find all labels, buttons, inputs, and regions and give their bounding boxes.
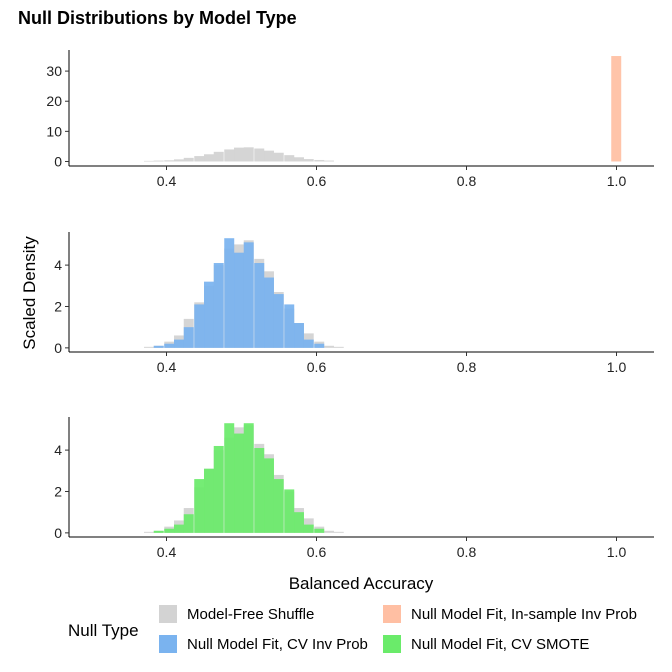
legend-label-insample-inv-prob: Null Model Fit, In-sample Inv Prob — [411, 605, 637, 623]
bar-null-model-fit-cv-smote — [264, 458, 274, 533]
legend-item-cv-inv-prob: Null Model Fit, CV Inv Prob — [159, 633, 368, 655]
bar-null-model-fit-cv-inv-prob — [194, 304, 205, 348]
y-tick-label: 10 — [46, 123, 62, 139]
x-tick-label: 0.8 — [457, 173, 477, 189]
x-tick-label: 0.6 — [307, 544, 327, 560]
y-tick-label: 30 — [46, 63, 62, 79]
legend-swatch-cv-inv-prob — [159, 635, 177, 653]
bar-model-free-shuffle — [194, 156, 205, 162]
y-tick-label: 20 — [46, 93, 62, 109]
bar-model-free-shuffle — [333, 531, 344, 533]
x-tick-label: 0.8 — [457, 359, 477, 375]
legend-label-model-free-shuffle: Model-Free Shuffle — [187, 605, 315, 623]
x-tick-label: 1.0 — [607, 544, 627, 560]
bar-null-model-fit-cv-smote — [213, 445, 224, 533]
bar-model-free-shuffle — [284, 155, 295, 162]
legend-swatch-model-free-shuffle — [159, 605, 177, 623]
bar-model-free-shuffle — [333, 346, 344, 348]
bar-model-free-shuffle — [254, 148, 265, 162]
bar-model-free-shuffle — [144, 160, 154, 162]
bar-null-model-fit-cv-smote — [234, 433, 244, 533]
bar-null-model-fit-cv-smote — [284, 489, 295, 533]
bar-model-free-shuffle — [204, 154, 214, 162]
bar-model-free-shuffle — [153, 160, 164, 162]
bar-null-model-fit-in-sample-inv-prob — [611, 56, 622, 162]
bar-null-model-fit-cv-inv-prob — [213, 263, 224, 348]
bar-null-model-fit-cv-smote — [174, 524, 184, 533]
legend-swatch-insample-inv-prob — [383, 605, 401, 623]
bar-null-model-fit-cv-inv-prob — [183, 327, 194, 348]
bar-model-free-shuffle — [224, 149, 235, 162]
bar-null-model-fit-cv-inv-prob — [164, 343, 175, 348]
legend-item-model-free-shuffle: Model-Free Shuffle — [159, 603, 314, 625]
bar-null-model-fit-cv-smote — [153, 530, 164, 533]
x-tick-label: 0.4 — [157, 359, 177, 375]
bar-model-free-shuffle — [234, 147, 244, 162]
bar-model-free-shuffle — [324, 530, 334, 533]
x-tick-label: 0.4 — [157, 173, 177, 189]
bar-null-model-fit-cv-smote — [204, 468, 214, 533]
y-tick-label: 2 — [54, 483, 62, 499]
bar-null-model-fit-cv-inv-prob — [224, 238, 235, 348]
bar-null-model-fit-cv-smote — [254, 448, 265, 533]
y-tick-label: 4 — [54, 257, 62, 273]
bar-null-model-fit-cv-inv-prob — [153, 345, 164, 348]
bar-null-model-fit-cv-inv-prob — [254, 263, 265, 348]
bar-null-model-fit-cv-smote — [294, 512, 304, 533]
bar-null-model-fit-cv-smote — [314, 528, 325, 533]
y-tick-label: 0 — [54, 340, 62, 356]
bar-null-model-fit-cv-smote — [194, 479, 205, 533]
legend-item-insample-inv-prob: Null Model Fit, In-sample Inv Prob — [383, 603, 637, 625]
legend-label-cv-smote: Null Model Fit, CV SMOTE — [411, 635, 590, 653]
bar-model-free-shuffle — [144, 346, 154, 348]
bar-model-free-shuffle — [294, 157, 304, 162]
chart-title: Null Distributions by Model Type — [18, 8, 297, 28]
bar-model-free-shuffle — [303, 159, 314, 162]
bar-null-model-fit-cv-smote — [224, 423, 235, 533]
bar-null-model-fit-cv-smote — [273, 479, 284, 533]
bar-model-free-shuffle — [144, 531, 154, 533]
bar-null-model-fit-cv-smote — [303, 524, 314, 533]
bar-null-model-fit-cv-smote — [183, 514, 194, 533]
bar-null-model-fit-cv-inv-prob — [303, 339, 314, 348]
x-tick-label: 0.6 — [307, 359, 327, 375]
bar-null-model-fit-cv-inv-prob — [264, 277, 274, 348]
bar-null-model-fit-cv-inv-prob — [294, 323, 304, 348]
bar-null-model-fit-cv-smote — [243, 423, 254, 533]
y-tick-label: 2 — [54, 298, 62, 314]
bar-null-model-fit-cv-inv-prob — [314, 343, 325, 348]
bar-null-model-fit-cv-inv-prob — [284, 304, 295, 348]
bar-model-free-shuffle — [183, 157, 194, 162]
x-tick-label: 0.6 — [307, 173, 327, 189]
bar-null-model-fit-cv-inv-prob — [273, 294, 284, 348]
bar-model-free-shuffle — [243, 147, 254, 162]
bar-model-free-shuffle — [164, 160, 175, 162]
y-tick-label: 0 — [54, 525, 62, 541]
x-axis-label: Balanced Accuracy — [288, 574, 434, 593]
legend-swatch-cv-smote — [383, 635, 401, 653]
bar-model-free-shuffle — [174, 159, 184, 162]
bar-null-model-fit-cv-inv-prob — [234, 252, 244, 348]
y-tick-label: 0 — [54, 153, 62, 169]
y-tick-label: 4 — [54, 442, 62, 458]
bar-null-model-fit-cv-inv-prob — [243, 242, 254, 348]
bar-model-free-shuffle — [324, 345, 334, 348]
bar-null-model-fit-cv-inv-prob — [174, 339, 184, 348]
bar-model-free-shuffle — [273, 152, 284, 162]
bar-model-free-shuffle — [264, 150, 274, 162]
bar-model-free-shuffle — [213, 151, 224, 162]
x-tick-label: 0.4 — [157, 544, 177, 560]
x-tick-label: 1.0 — [607, 173, 627, 189]
bar-null-model-fit-cv-inv-prob — [204, 281, 214, 348]
x-tick-label: 1.0 — [607, 359, 627, 375]
legend-title: Null Type — [68, 621, 139, 640]
x-tick-label: 0.8 — [457, 544, 477, 560]
legend-item-cv-smote: Null Model Fit, CV SMOTE — [383, 633, 589, 655]
legend-label-cv-inv-prob: Null Model Fit, CV Inv Prob — [187, 635, 368, 653]
bar-model-free-shuffle — [324, 160, 334, 162]
bar-model-free-shuffle — [314, 159, 325, 162]
bar-null-model-fit-cv-smote — [164, 528, 175, 533]
